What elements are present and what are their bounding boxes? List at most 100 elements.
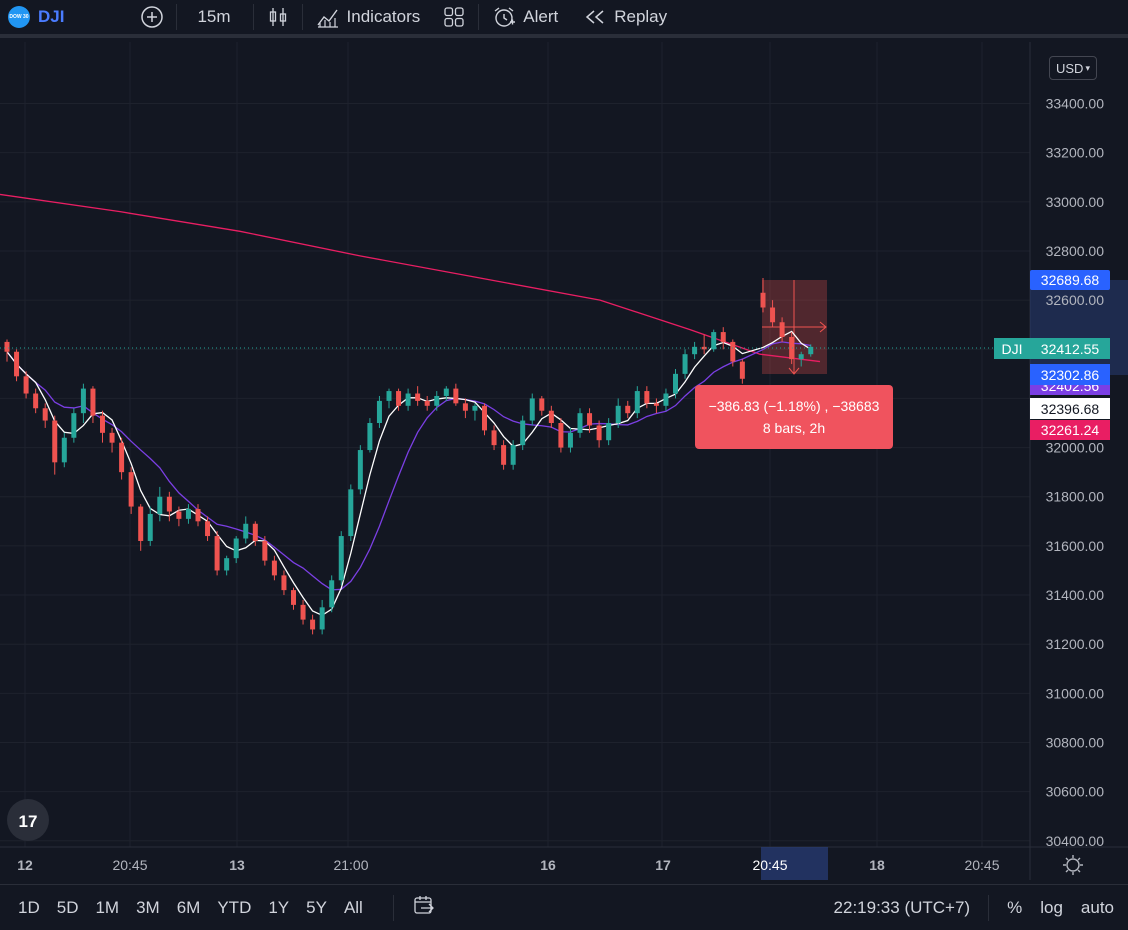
candle <box>730 339 736 367</box>
candles-icon <box>269 8 286 26</box>
candle <box>472 403 478 421</box>
range-5d-button[interactable]: 5D <box>56 897 79 917</box>
candle <box>644 386 650 409</box>
auto-scale-toggle[interactable]: auto <box>1080 897 1114 917</box>
price-axis-selection <box>1030 280 1128 375</box>
candle <box>52 415 58 475</box>
candle-body <box>109 432 115 443</box>
candles <box>4 278 814 635</box>
range-1d-button[interactable]: 1D <box>18 897 40 917</box>
candle <box>100 410 105 443</box>
symbol-search-button[interactable]: DJI <box>38 7 65 26</box>
candle-body <box>424 400 430 406</box>
range-6m-button[interactable]: 6M <box>176 897 201 917</box>
candle-body <box>252 523 258 541</box>
candle <box>291 587 296 610</box>
range-1y-button[interactable]: 1Y <box>268 897 290 917</box>
candle <box>558 418 564 453</box>
candle-body <box>587 413 593 426</box>
candle-body <box>798 354 804 360</box>
measure-arrow-head-down <box>788 367 800 375</box>
candle-body <box>367 423 373 451</box>
divider <box>176 4 178 30</box>
interval-button[interactable]: 15m <box>197 7 231 26</box>
candle-body <box>386 391 392 401</box>
indicators-button[interactable]: Indicators <box>315 0 420 36</box>
candle-body <box>357 450 363 490</box>
candle <box>281 570 287 596</box>
time-axis[interactable]: 12 20:45 13 21:00 16 17 20:45 18 20:45 <box>17 857 1000 873</box>
candle <box>491 425 497 451</box>
candle-body <box>520 420 526 446</box>
candle-body <box>491 430 497 446</box>
candle <box>80 383 86 424</box>
range-all-button[interactable]: All <box>343 897 363 917</box>
ma200-polyline <box>0 193 821 363</box>
candle-body <box>271 560 277 576</box>
price-tick-label: 32000.00 <box>1046 440 1105 456</box>
gear-icon[interactable] <box>1063 855 1083 875</box>
candle-body <box>472 405 478 411</box>
candle <box>606 418 612 446</box>
price-tick-label: 32800.00 <box>1046 243 1105 259</box>
candle-body <box>4 341 10 352</box>
candle-body <box>300 604 306 620</box>
replay-button[interactable]: Replay <box>584 0 667 36</box>
candle <box>338 531 344 586</box>
range-ytd-button[interactable]: YTD <box>217 897 252 917</box>
candle-body <box>567 432 573 448</box>
candle <box>128 467 134 514</box>
candle <box>176 506 182 527</box>
measure-tooltip: −386.83 (−1.18%) , −38683 8 bars, 2h <box>695 385 893 449</box>
range-1m-button[interactable]: 1M <box>95 897 120 917</box>
chart-type-button[interactable] <box>266 0 290 36</box>
candle-body <box>14 351 20 377</box>
time-axis-selection <box>761 847 828 880</box>
candle-body <box>119 442 125 473</box>
tradingview-logo[interactable]: 17 <box>19 812 38 831</box>
clock-timezone-button[interactable]: 22:19:33 (UTC+7) <box>833 897 971 917</box>
percent-scale-toggle[interactable]: % <box>1007 897 1023 917</box>
candle <box>119 437 125 480</box>
divider <box>478 4 480 30</box>
candle <box>319 599 325 635</box>
candle-body <box>176 511 182 519</box>
compare-add-button[interactable] <box>140 0 164 36</box>
candle <box>357 445 363 495</box>
range-3m-button[interactable]: 3M <box>136 897 160 917</box>
alarm-clock-icon <box>494 7 516 27</box>
ma-fast-line <box>6 330 812 617</box>
candle-body <box>739 361 745 379</box>
measure-change-text: −386.83 (−1.18%) , −38683 <box>708 398 880 414</box>
measure-bars-text: 8 bars, 2h <box>762 420 826 436</box>
candle-body <box>453 388 459 404</box>
candle <box>434 391 440 411</box>
goto-date-button[interactable] <box>412 894 436 921</box>
price-chart[interactable]: 33400.00 33200.00 33000.00 32800.00 32600.00… <box>0 42 1128 880</box>
log-scale-toggle[interactable]: log <box>1040 897 1063 917</box>
candle <box>615 398 621 428</box>
candle <box>453 383 459 406</box>
candle <box>415 386 421 406</box>
candle-body <box>789 336 795 360</box>
layout-templates-button[interactable] <box>442 0 466 36</box>
candle <box>33 388 39 414</box>
alert-button[interactable]: Alert <box>491 0 558 36</box>
candle-body <box>596 425 602 441</box>
price-tick-label: 31200.00 <box>1046 636 1105 652</box>
candle <box>482 403 487 436</box>
candle <box>701 334 707 355</box>
candle-body <box>625 405 631 414</box>
range-5y-button[interactable]: 5Y <box>306 897 327 917</box>
candle <box>634 386 640 419</box>
currency-selector[interactable]: USD ▾ <box>1049 56 1097 80</box>
candle <box>271 555 277 581</box>
candle <box>348 484 354 541</box>
candle-body <box>338 536 344 581</box>
candle-body <box>52 420 58 463</box>
price-axis[interactable]: 33400.00 33200.00 33000.00 32800.00 32600.00… <box>1046 96 1105 849</box>
time-tick-label: 21:00 <box>333 857 368 873</box>
candle <box>205 516 211 541</box>
candle-body <box>71 413 77 438</box>
candle <box>653 398 659 414</box>
